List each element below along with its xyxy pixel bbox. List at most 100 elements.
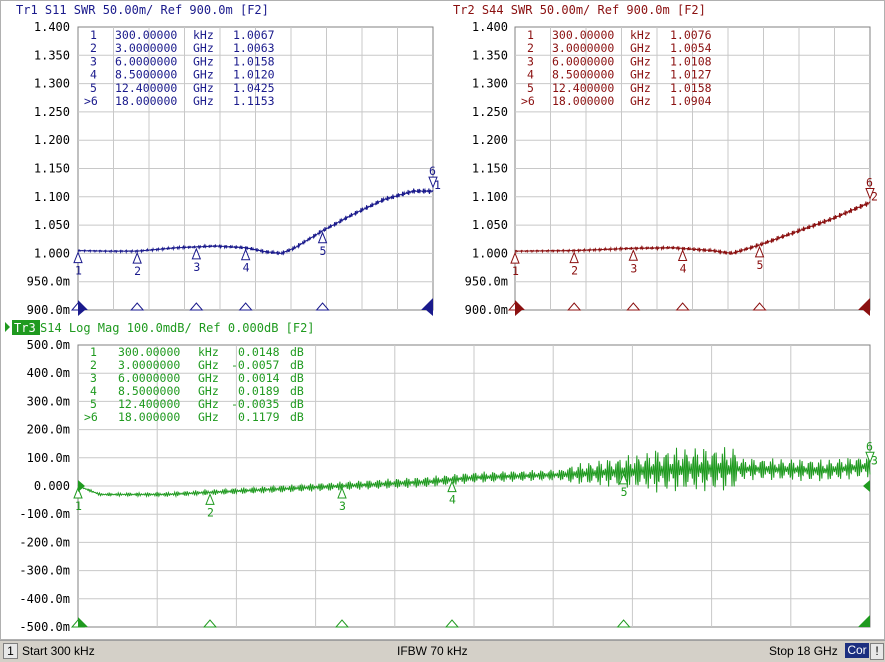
marker-icon[interactable] xyxy=(754,245,765,258)
y-tick-label: 1.200 xyxy=(472,133,508,147)
marker-icon[interactable] xyxy=(628,248,639,261)
marker-table-freq: 3.0000000 xyxy=(552,41,614,55)
panel-tr1-header[interactable]: Tr1 S11 SWR 50.00m/ Ref 900.0m [F2] xyxy=(16,3,269,17)
marker-label: 6 xyxy=(866,439,873,453)
stop-frequency[interactable]: Stop 18 GHz xyxy=(769,644,838,658)
marker-icon[interactable] xyxy=(510,251,520,264)
y-tick-label: 1.400 xyxy=(34,20,70,34)
correction-indicator[interactable]: Cor xyxy=(845,643,869,658)
ifbw-setting[interactable]: IFBW 70 kHz xyxy=(397,644,468,658)
y-tick-label: -400.0m xyxy=(19,592,70,606)
panel-tr3[interactable]: Tr3 S14 Log Mag 100.0mdB/ Ref 0.000dB [F… xyxy=(5,320,878,634)
reference-level-right-icon xyxy=(863,480,870,492)
marker-icon[interactable] xyxy=(447,480,457,493)
start-frequency[interactable]: Start 300 kHz xyxy=(22,644,95,658)
axis-marker-icon[interactable] xyxy=(202,619,218,628)
y-tick-label: -300.0m xyxy=(19,564,70,578)
panel-tr3-tag[interactable]: Tr3 xyxy=(14,321,36,335)
panel-tr2-marker-table: 1 300.00000 kHz 1.0076 2 3.0000000 GHz 1.0054 3 6… xyxy=(521,28,712,108)
active-trace-indicator-icon xyxy=(5,322,10,332)
marker-table-unit: GHz xyxy=(198,371,219,385)
marker-label: 1 xyxy=(512,264,519,278)
panel-tr3-y-ticks: 500.0m 400.0m 300.0m 200.0m 100.0m 0.000 -100.… xyxy=(19,338,70,634)
marker-icon-active[interactable] xyxy=(865,187,875,200)
panel-tr2-markers[interactable]: 1 2 3 4 562 xyxy=(507,175,878,316)
axis-marker-icon[interactable] xyxy=(334,619,350,628)
marker-table-value: -0.0035 xyxy=(231,397,279,411)
y-tick-label: 1.000 xyxy=(472,246,508,260)
marker-icon[interactable] xyxy=(73,486,83,499)
marker-icon[interactable] xyxy=(317,231,328,244)
trace-line xyxy=(77,447,871,499)
marker-table-value: 1.0063 xyxy=(233,41,275,55)
axis-marker-icon[interactable] xyxy=(444,619,460,628)
marker-label: 3 xyxy=(630,261,637,275)
panel-tr3-header[interactable]: S14 Log Mag 100.0mdB/ Ref 0.000dB [F2] xyxy=(40,321,315,335)
marker-table-value: 1.0127 xyxy=(670,68,712,82)
marker-icon[interactable] xyxy=(569,251,579,264)
marker-table-num: 4 xyxy=(90,68,97,82)
reference-level-icon xyxy=(78,304,85,316)
marker-table-freq: 18.000000 xyxy=(552,94,614,108)
y-tick-label: 200.0m xyxy=(27,423,70,437)
axis-marker-icon[interactable] xyxy=(626,302,641,311)
y-tick-label: 1.200 xyxy=(34,133,70,147)
axis-marker-icon[interactable] xyxy=(567,302,582,311)
marker-table-value: 1.0158 xyxy=(670,81,712,95)
axis-marker-icon[interactable] xyxy=(675,302,690,311)
marker-icon[interactable] xyxy=(677,249,688,261)
marker-table-freq: 18.000000 xyxy=(115,94,177,108)
axis-marker-icon[interactable] xyxy=(238,302,253,311)
y-tick-label: 100.0m xyxy=(27,451,70,465)
y-tick-label: 1.100 xyxy=(472,190,508,204)
panel-tr2-header[interactable]: Tr2 S44 SWR 50.00m/ Ref 900.0m [F2] xyxy=(453,3,706,17)
axis-marker-icon[interactable] xyxy=(189,302,204,311)
panel-tr3-tag-bg[interactable] xyxy=(12,320,40,335)
marker-table-num: >6 xyxy=(84,410,98,424)
marker-icon[interactable] xyxy=(240,248,251,261)
marker-label: 6 xyxy=(866,175,873,189)
marker-icon[interactable] xyxy=(73,251,83,264)
marker-table-num: 3 xyxy=(90,371,97,385)
reference-level-icon xyxy=(515,304,522,316)
marker-icon[interactable] xyxy=(618,472,629,485)
channel-indicator[interactable]: 1 xyxy=(3,643,18,659)
marker-icon-active[interactable] xyxy=(428,176,438,189)
panel-tr3-marker-table: 1 300.00000 kHz 0.0148 dB 2 3.0000000 GHz -0.005… xyxy=(84,345,304,424)
marker-icon-active[interactable] xyxy=(865,451,875,464)
marker-table-value: 0.1179 xyxy=(238,410,280,424)
panel-tr3-trace xyxy=(77,447,871,499)
marker-table-value: 0.0148 xyxy=(238,345,280,359)
y-tick-label: 0.000 xyxy=(34,479,70,493)
axis-marker-icon[interactable] xyxy=(616,619,631,628)
panel-tr1[interactable]: Tr1 S11 SWR 50.00m/ Ref 900.0m [F2] 1.40… xyxy=(16,3,441,317)
warning-indicator[interactable]: ! xyxy=(870,643,884,660)
marker-icon[interactable] xyxy=(337,486,347,499)
marker-table-value: 1.0067 xyxy=(233,28,275,42)
axis-marker-icon[interactable] xyxy=(130,302,145,311)
y-tick-label: 300.0m xyxy=(27,394,70,408)
status-bar: 1 Start 300 kHz IFBW 70 kHz Stop 18 GHz … xyxy=(0,640,885,662)
axis-marker-icon[interactable] xyxy=(752,302,767,311)
marker-table-num: 1 xyxy=(90,345,97,359)
marker-table-unit: GHz xyxy=(198,410,219,424)
marker-label: 2 xyxy=(207,505,214,519)
marker-icon[interactable] xyxy=(132,251,142,264)
marker-sublabel: 2 xyxy=(871,189,878,203)
marker-table-value: 1.0054 xyxy=(670,41,712,55)
y-tick-label: 1.000 xyxy=(34,246,70,260)
marker-sublabel: 1 xyxy=(434,178,441,192)
marker-table-unit: kHz xyxy=(630,28,651,42)
marker-icon[interactable] xyxy=(205,492,215,505)
panel-tr1-trace xyxy=(77,187,434,256)
reference-level-icon xyxy=(78,480,85,492)
marker-table-freq: 3.0000000 xyxy=(115,41,177,55)
axis-marker-icon[interactable] xyxy=(315,302,330,311)
trace-line xyxy=(77,187,434,256)
panel-tr2[interactable]: Tr2 S44 SWR 50.00m/ Ref 900.0m [F2] 1.40… xyxy=(453,3,878,317)
y-tick-label: 1.300 xyxy=(472,77,508,91)
marker-label: 5 xyxy=(320,244,327,258)
marker-icon[interactable] xyxy=(191,247,202,260)
